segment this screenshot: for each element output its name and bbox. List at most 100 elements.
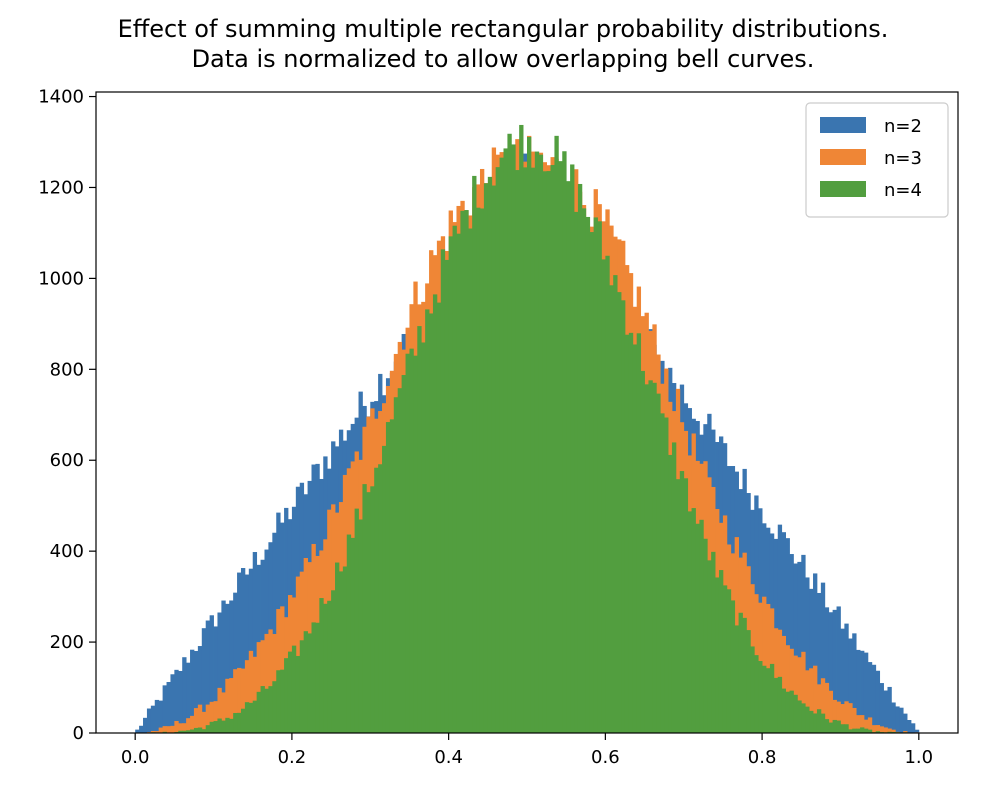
- histogram-bar: [554, 135, 559, 734]
- histogram-bar: [570, 164, 575, 733]
- histogram-bar: [217, 687, 222, 733]
- histogram-bar: [550, 164, 555, 734]
- histogram-bar: [805, 706, 810, 733]
- histogram-bar: [852, 633, 857, 733]
- histogram-bar: [707, 560, 712, 733]
- histogram-bar: [816, 684, 822, 733]
- histogram-bar: [299, 640, 305, 733]
- histogram-bar: [303, 631, 308, 733]
- legend-label: n=3: [884, 148, 922, 169]
- histogram-bar: [409, 348, 414, 733]
- histogram-bar: [907, 720, 912, 733]
- x-tick-label: 0.8: [748, 747, 777, 768]
- histogram-bar: [820, 582, 826, 733]
- chart-title-line-2: Data is normalized to allow overlapping …: [191, 45, 815, 73]
- histogram-bar: [687, 511, 692, 733]
- histogram-bar: [260, 686, 265, 733]
- histogram-bar: [146, 708, 152, 733]
- histogram-bar: [311, 622, 316, 733]
- histogram-bar: [248, 702, 254, 733]
- histogram-bar: [856, 728, 861, 733]
- histogram-bar: [679, 471, 685, 733]
- histogram-bar: [487, 176, 493, 733]
- histogram-bar: [186, 730, 191, 733]
- histogram-bar: [366, 492, 371, 733]
- histogram-bar: [805, 577, 810, 733]
- histogram-bar: [291, 645, 297, 733]
- histogram-bar: [809, 668, 814, 733]
- histogram-bar: [346, 534, 352, 733]
- histogram-bar: [671, 442, 677, 733]
- histogram-bar: [558, 161, 563, 733]
- histogram-bar: [903, 713, 908, 733]
- histogram-bar: [605, 255, 610, 733]
- histogram-bar: [820, 678, 826, 733]
- histogram-bar: [354, 508, 359, 733]
- histogram-bar: [335, 562, 340, 733]
- histogram-bar: [389, 419, 395, 733]
- legend-swatch: [820, 117, 866, 133]
- histogram-bar: [256, 691, 261, 733]
- histogram-bar: [903, 731, 908, 733]
- histogram-bar: [762, 596, 767, 733]
- histogram-bar: [891, 729, 896, 733]
- histogram-bar: [746, 630, 751, 733]
- histogram-bar: [863, 728, 869, 733]
- histogram-bar: [844, 724, 849, 733]
- histogram-bar: [828, 612, 834, 733]
- histogram-bar: [809, 710, 814, 733]
- histogram-bar: [801, 554, 806, 733]
- histogram-bar: [895, 706, 900, 733]
- histogram-bar: [805, 670, 810, 733]
- histogram-bar: [793, 563, 798, 733]
- histogram-bar: [327, 600, 332, 733]
- histogram-bar: [472, 175, 477, 733]
- histogram-bar: [417, 326, 422, 733]
- histogram-bar: [824, 682, 830, 733]
- histogram-bar: [178, 723, 183, 733]
- histogram-bar: [240, 708, 246, 733]
- histogram-bar: [401, 375, 406, 733]
- histogram-bar: [875, 725, 881, 733]
- histogram-bar: [836, 701, 841, 733]
- histogram-bar: [233, 669, 238, 733]
- y-tick-label: 600: [50, 450, 84, 471]
- histogram-bar: [852, 728, 857, 733]
- histogram-bar: [413, 355, 418, 733]
- histogram-bar: [182, 723, 187, 733]
- histogram-bar: [593, 217, 598, 734]
- histogram-bar: [711, 551, 716, 733]
- histogram-bar: [237, 572, 242, 733]
- histogram-bar: [268, 629, 273, 733]
- histogram-bar: [777, 524, 783, 733]
- histogram-bar: [385, 422, 391, 733]
- histogram-bar: [225, 678, 230, 733]
- histogram-bar: [209, 721, 214, 733]
- y-tick-label: 400: [50, 541, 84, 562]
- x-tick-label: 0.4: [434, 747, 463, 768]
- histogram-bar: [331, 590, 336, 733]
- y-tick-label: 1000: [38, 268, 84, 289]
- histogram-bar: [523, 167, 528, 734]
- histogram-bar: [150, 705, 156, 733]
- histogram-bar: [617, 292, 622, 733]
- histogram-bar: [425, 309, 430, 733]
- histogram-bar: [738, 612, 743, 733]
- legend: n=2 n=3 n=4: [805, 102, 949, 218]
- x-tick-label: 0.2: [278, 747, 307, 768]
- histogram-bar: [813, 573, 818, 733]
- histogram-bar: [750, 646, 755, 733]
- histogram-bar: [295, 655, 301, 733]
- histogram-bar: [836, 606, 841, 733]
- histogram-bar: [840, 704, 845, 733]
- histogram-bar: [225, 717, 230, 733]
- histogram-bar: [585, 216, 591, 733]
- histogram-bar: [609, 285, 614, 733]
- histogram-bar: [143, 717, 148, 733]
- histogram-bar: [440, 249, 446, 734]
- histogram-bar: [244, 574, 250, 733]
- histogram-bar: [511, 144, 516, 733]
- histogram-bar: [793, 694, 798, 733]
- histogram-bar: [456, 233, 461, 734]
- histogram-bar: [393, 397, 399, 733]
